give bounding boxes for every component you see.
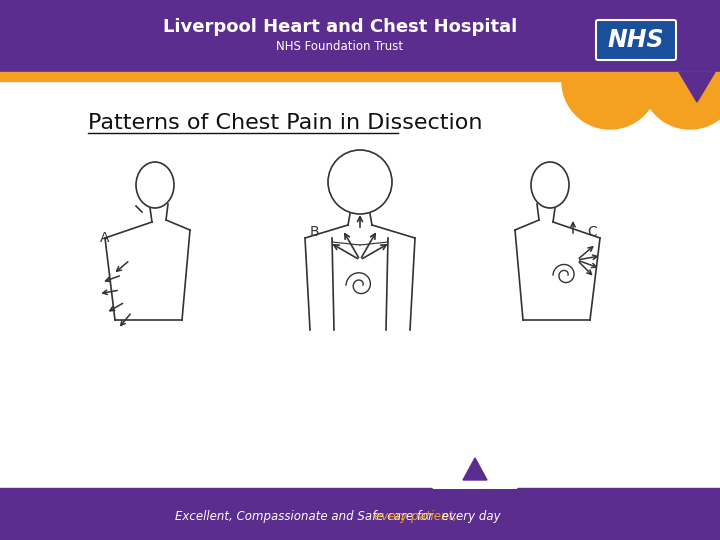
- Text: Excellent, Compassionate and Safe care for: Excellent, Compassionate and Safe care f…: [175, 510, 437, 523]
- Text: NHS Foundation Trust: NHS Foundation Trust: [276, 39, 404, 52]
- Text: Patterns of Chest Pain in Dissection: Patterns of Chest Pain in Dissection: [88, 113, 482, 133]
- Polygon shape: [679, 72, 715, 102]
- Bar: [0, 488, 720, 540]
- Text: NHS: NHS: [608, 28, 665, 52]
- Text: A: A: [100, 231, 109, 245]
- Text: every patient,: every patient,: [374, 510, 456, 523]
- Bar: [0, 72, 720, 81]
- Text: Liverpool Heart and Chest Hospital: Liverpool Heart and Chest Hospital: [163, 18, 517, 36]
- Text: B: B: [310, 225, 320, 239]
- Polygon shape: [642, 81, 720, 129]
- Polygon shape: [562, 81, 658, 129]
- FancyBboxPatch shape: [596, 20, 676, 60]
- Polygon shape: [433, 446, 517, 488]
- Polygon shape: [463, 458, 487, 480]
- Bar: [0, 0, 720, 72]
- Text: C: C: [587, 225, 597, 239]
- Text: every day: every day: [438, 510, 501, 523]
